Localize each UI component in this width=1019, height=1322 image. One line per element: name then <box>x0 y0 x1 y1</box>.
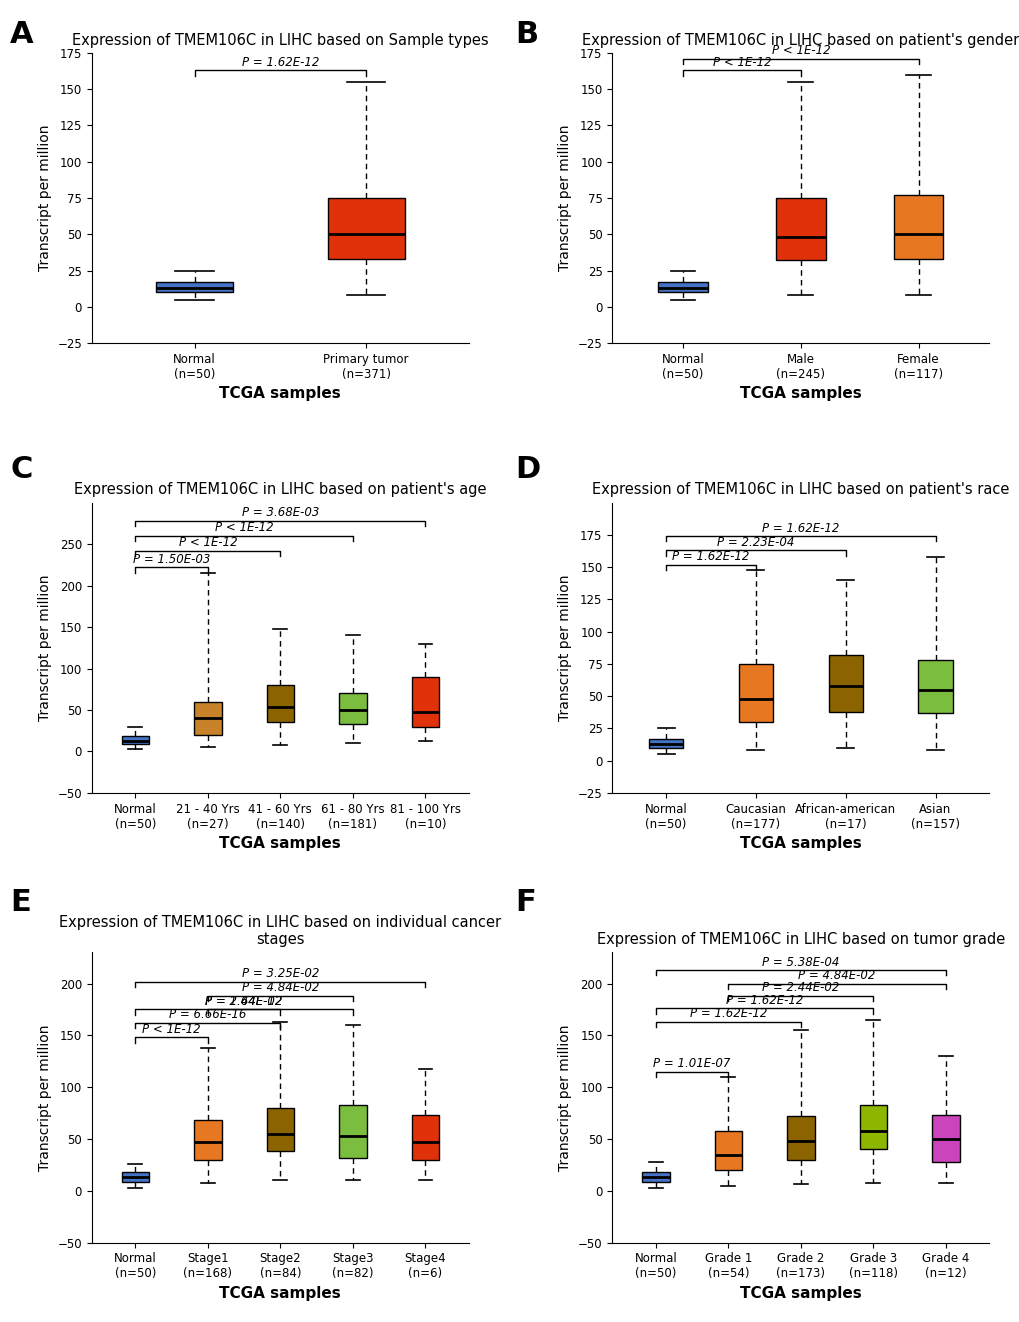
Text: P = 3.25E-02: P = 3.25E-02 <box>242 966 319 980</box>
Title: Expression of TMEM106C in LIHC based on individual cancer
stages: Expression of TMEM106C in LIHC based on … <box>59 915 501 947</box>
Y-axis label: Transcript per million: Transcript per million <box>557 124 572 271</box>
PathPatch shape <box>412 1116 439 1159</box>
Text: P = 2.44E-02: P = 2.44E-02 <box>205 995 282 1007</box>
Text: P = 2.23E-04: P = 2.23E-04 <box>716 535 794 549</box>
PathPatch shape <box>775 198 824 260</box>
PathPatch shape <box>859 1105 887 1149</box>
PathPatch shape <box>827 654 862 711</box>
Y-axis label: Transcript per million: Transcript per million <box>557 1025 572 1171</box>
Text: P = 1.62E-12: P = 1.62E-12 <box>672 550 749 563</box>
PathPatch shape <box>657 282 707 292</box>
PathPatch shape <box>917 660 952 713</box>
PathPatch shape <box>266 1108 293 1151</box>
Text: C: C <box>10 455 33 484</box>
PathPatch shape <box>338 1105 366 1158</box>
PathPatch shape <box>412 677 439 727</box>
Text: P = 1.62E-12: P = 1.62E-12 <box>726 994 803 1007</box>
Text: P = 3.68E-03: P = 3.68E-03 <box>242 506 319 520</box>
X-axis label: TCGA samples: TCGA samples <box>739 386 861 402</box>
PathPatch shape <box>156 282 233 292</box>
Title: Expression of TMEM106C in LIHC based on tumor grade: Expression of TMEM106C in LIHC based on … <box>596 932 1004 947</box>
Title: Expression of TMEM106C in LIHC based on patient's gender: Expression of TMEM106C in LIHC based on … <box>582 33 1018 48</box>
PathPatch shape <box>121 736 149 744</box>
X-axis label: TCGA samples: TCGA samples <box>219 1286 341 1301</box>
Text: P = 1.62E-12: P = 1.62E-12 <box>242 56 319 69</box>
PathPatch shape <box>194 1120 221 1159</box>
X-axis label: TCGA samples: TCGA samples <box>219 836 341 851</box>
Text: P < 1E-12: P < 1E-12 <box>178 537 237 549</box>
Text: P = 6.66E-16: P = 6.66E-16 <box>169 1009 247 1022</box>
Title: Expression of TMEM106C in LIHC based on patient's age: Expression of TMEM106C in LIHC based on … <box>74 483 486 497</box>
Y-axis label: Transcript per million: Transcript per million <box>38 124 52 271</box>
Title: Expression of TMEM106C in LIHC based on patient's race: Expression of TMEM106C in LIHC based on … <box>592 483 1009 497</box>
Text: P = 1.62E-12: P = 1.62E-12 <box>761 522 839 534</box>
Y-axis label: Transcript per million: Transcript per million <box>38 575 52 720</box>
Text: P = 1.62E-12: P = 1.62E-12 <box>689 1007 766 1021</box>
PathPatch shape <box>714 1130 742 1170</box>
PathPatch shape <box>194 702 221 735</box>
Text: P < 1E-12: P < 1E-12 <box>712 56 770 69</box>
Text: D: D <box>515 455 540 484</box>
X-axis label: TCGA samples: TCGA samples <box>219 386 341 402</box>
Text: P < 1E-12: P < 1E-12 <box>770 44 829 57</box>
PathPatch shape <box>648 739 683 748</box>
PathPatch shape <box>787 1116 814 1159</box>
Text: A: A <box>10 20 34 49</box>
Text: P = 4.84E-02: P = 4.84E-02 <box>798 969 875 982</box>
Text: B: B <box>515 20 538 49</box>
PathPatch shape <box>931 1116 959 1162</box>
PathPatch shape <box>266 685 293 722</box>
PathPatch shape <box>893 196 943 259</box>
Title: Expression of TMEM106C in LIHC based on Sample types: Expression of TMEM106C in LIHC based on … <box>72 33 488 48</box>
PathPatch shape <box>338 693 366 724</box>
X-axis label: TCGA samples: TCGA samples <box>739 1286 861 1301</box>
X-axis label: TCGA samples: TCGA samples <box>739 836 861 851</box>
Text: F: F <box>515 888 535 917</box>
Text: P = 1.50E-03: P = 1.50E-03 <box>132 553 210 566</box>
Text: E: E <box>10 888 31 917</box>
PathPatch shape <box>121 1173 149 1182</box>
Text: P = 1.01E-07: P = 1.01E-07 <box>653 1058 730 1069</box>
Text: P = 2.44E-02: P = 2.44E-02 <box>761 981 839 994</box>
Text: P < 1E-12: P < 1E-12 <box>142 1023 201 1036</box>
PathPatch shape <box>641 1173 668 1182</box>
Y-axis label: Transcript per million: Transcript per million <box>557 575 572 720</box>
Text: P < 1E-12: P < 1E-12 <box>215 521 273 534</box>
PathPatch shape <box>738 664 772 722</box>
Text: P = 4.84E-02: P = 4.84E-02 <box>242 981 319 994</box>
Text: P = 1.64E-12: P = 1.64E-12 <box>205 995 282 1007</box>
Text: P = 5.38E-04: P = 5.38E-04 <box>761 956 839 969</box>
PathPatch shape <box>327 198 405 259</box>
Y-axis label: Transcript per million: Transcript per million <box>38 1025 52 1171</box>
